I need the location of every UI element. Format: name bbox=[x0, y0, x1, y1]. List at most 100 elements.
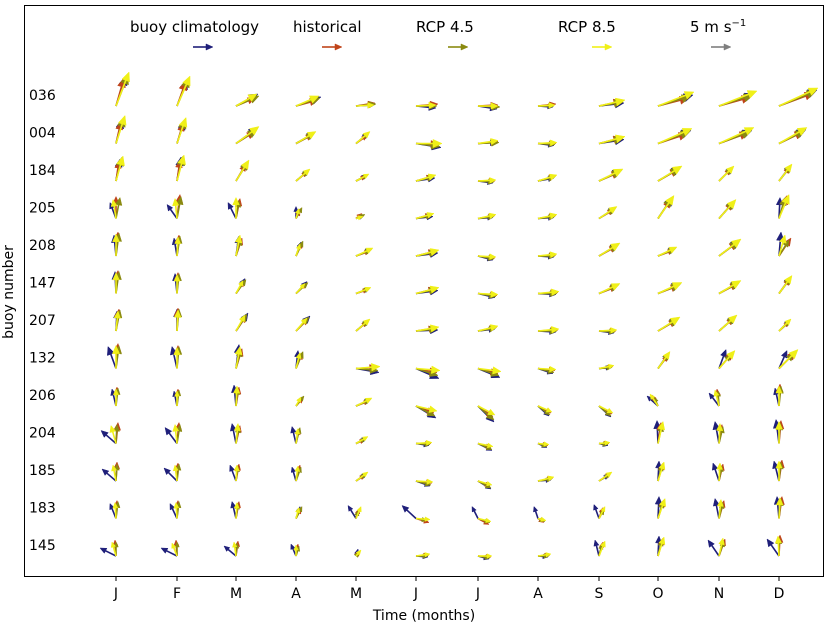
cell-145-m7 bbox=[478, 554, 492, 560]
cell-185-m9 bbox=[599, 472, 612, 481]
arrow-rcp85-shaft bbox=[236, 471, 237, 481]
arrow-rcp85 bbox=[116, 116, 126, 144]
cell-036-m11 bbox=[719, 91, 757, 107]
arrow-rcp85-head bbox=[429, 406, 437, 413]
cell-147-m12 bbox=[779, 276, 792, 294]
arrow-clim bbox=[348, 506, 356, 519]
cell-132-m5 bbox=[356, 363, 380, 374]
arrow-rcp85 bbox=[779, 319, 791, 331]
arrow-rcp85-shaft bbox=[538, 369, 550, 370]
arrow-clim-head bbox=[170, 504, 175, 510]
arrow-rcp85-shaft bbox=[658, 357, 666, 368]
arrow-rcp85-shaft bbox=[478, 256, 490, 257]
cell-185-m6 bbox=[416, 479, 433, 487]
cell-184-m3 bbox=[236, 160, 249, 181]
cell-204-m1 bbox=[101, 423, 121, 444]
cell-207-m1 bbox=[114, 309, 122, 331]
arrow-clim bbox=[594, 505, 600, 519]
cell-183-m5 bbox=[348, 506, 361, 519]
arrow-rcp85-shaft bbox=[478, 294, 491, 295]
arrow-rcp85-head bbox=[239, 315, 245, 322]
arrow-rcp85-head bbox=[546, 408, 552, 412]
y-tick-label: 207 bbox=[29, 313, 56, 329]
cell-183-m6 bbox=[402, 506, 430, 524]
arrow-rcp85-shaft bbox=[356, 105, 368, 106]
arrow-rcp85 bbox=[719, 281, 741, 294]
arrow-clim-head bbox=[291, 467, 295, 473]
legend-arrow-hist-head bbox=[335, 44, 342, 50]
y-tick-label: 204 bbox=[29, 426, 56, 442]
arrow-rcp85-shaft bbox=[719, 469, 720, 481]
cell-145-m1 bbox=[100, 540, 118, 556]
arrow-clim bbox=[708, 540, 719, 556]
cell-204-m5 bbox=[356, 437, 368, 444]
cell-207-m12 bbox=[779, 319, 791, 331]
cell-184-m8 bbox=[538, 174, 557, 182]
arrow-rcp85 bbox=[599, 243, 620, 256]
cell-036-m8 bbox=[538, 102, 556, 109]
cell-183-m3 bbox=[231, 502, 241, 519]
arrow-clim-head bbox=[291, 427, 296, 434]
cell-036-m10 bbox=[658, 92, 694, 107]
cell-185-m1 bbox=[102, 462, 120, 481]
cell-208-m10 bbox=[658, 247, 677, 256]
arrow-rcp85 bbox=[779, 350, 798, 369]
legend-label-sup: −1 bbox=[732, 18, 747, 29]
cell-132-m9 bbox=[599, 364, 614, 370]
arrow-rcp85-head bbox=[486, 518, 491, 522]
cell-004-m11 bbox=[719, 128, 754, 144]
arrow-rcp85-shaft bbox=[416, 481, 427, 482]
cell-147-m10 bbox=[658, 283, 682, 294]
y-tick-label: 208 bbox=[29, 238, 56, 254]
arrow-rcp85-shaft bbox=[779, 323, 787, 331]
arrow-rcp85 bbox=[658, 247, 677, 256]
cell-184-m4 bbox=[296, 169, 310, 181]
y-tick-label: 036 bbox=[29, 88, 56, 104]
cell-204-m6 bbox=[416, 440, 432, 447]
arrow-rcp85-shaft bbox=[719, 321, 731, 331]
cell-004-m8 bbox=[538, 140, 557, 147]
arrow-clim-head bbox=[161, 548, 168, 553]
cell-185-m4 bbox=[291, 465, 301, 481]
legend-arrow-rcp45-head bbox=[461, 44, 468, 50]
cell-184-m9 bbox=[599, 169, 623, 181]
cell-207-m10 bbox=[658, 317, 680, 331]
y-tick-label: 184 bbox=[29, 163, 56, 179]
arrow-rcp85-shaft bbox=[416, 519, 425, 520]
arrow-rcp85 bbox=[719, 166, 734, 181]
arrow-rcp85-head bbox=[607, 408, 613, 413]
arrow-rcp85 bbox=[779, 128, 807, 144]
arrow-clim-shaft bbox=[407, 510, 416, 518]
cell-184-m7 bbox=[478, 178, 496, 185]
arrow-rcp85 bbox=[236, 127, 259, 144]
cell-208-m1 bbox=[111, 232, 121, 256]
arrow-rcp85-shaft bbox=[296, 323, 303, 331]
cell-145-m2 bbox=[161, 540, 179, 556]
cell-204-m3 bbox=[230, 424, 241, 444]
arrow-rcp85 bbox=[658, 317, 680, 331]
arrow-rcp85-shaft bbox=[779, 132, 799, 144]
arrow-rcp85-shaft bbox=[538, 444, 544, 445]
cell-205-m1 bbox=[110, 197, 122, 219]
arrow-rcp85-shaft bbox=[478, 519, 486, 521]
cell-132-m12 bbox=[779, 350, 798, 369]
arrow-rcp85 bbox=[116, 72, 130, 106]
cell-206-m6 bbox=[416, 406, 437, 418]
cell-185-m11 bbox=[712, 463, 724, 481]
y-tick-label: 004 bbox=[29, 126, 56, 142]
cell-184-m10 bbox=[658, 166, 682, 181]
cell-145-m12 bbox=[767, 535, 783, 556]
arrow-rcp85-shaft bbox=[356, 323, 365, 331]
arrow-rcp85-shaft bbox=[236, 393, 237, 406]
cell-206-m4 bbox=[296, 396, 304, 406]
cell-183-m10 bbox=[655, 497, 666, 519]
cell-183-m7 bbox=[472, 507, 491, 525]
cell-004-m5 bbox=[356, 132, 370, 144]
arrow-clim-head bbox=[708, 540, 714, 547]
arrow-rcp85 bbox=[658, 196, 674, 219]
cell-204-m2 bbox=[165, 423, 182, 444]
cell-208-m5 bbox=[356, 248, 373, 256]
cell-036-m3 bbox=[236, 94, 259, 106]
arrow-rcp85 bbox=[177, 76, 190, 106]
arrow-rcp85-shaft bbox=[719, 285, 733, 293]
